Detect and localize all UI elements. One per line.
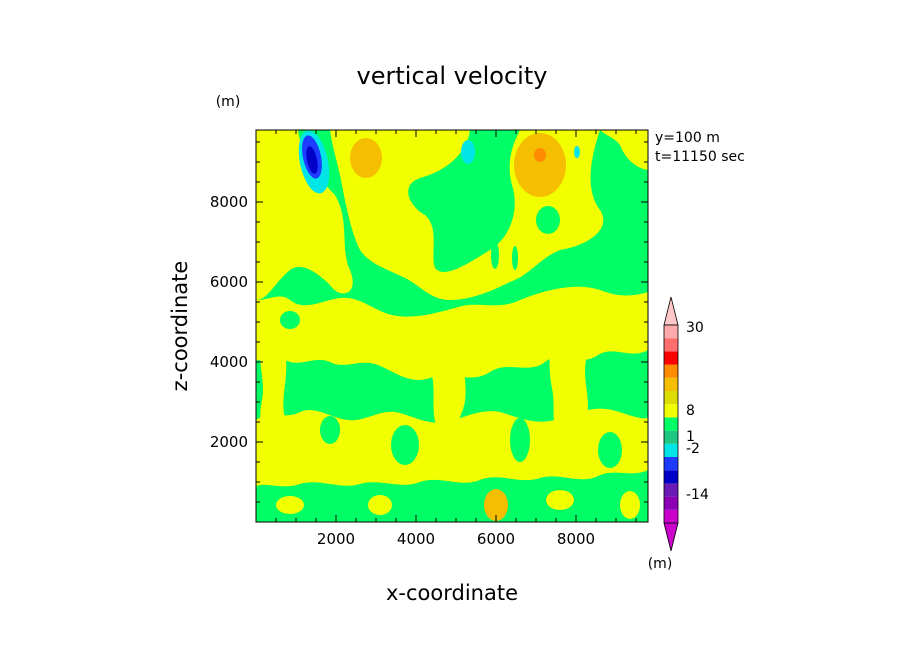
info-line-y: y=100 m [655, 130, 720, 146]
updraft-cell-orange [484, 489, 508, 521]
colorbar-label-minus-2: -2 [686, 441, 700, 457]
green-island [320, 416, 340, 444]
colorbar-segment [664, 496, 678, 510]
updraft-core-dark-orange [534, 148, 546, 162]
updraft-cell-orange [514, 133, 566, 197]
downdraft-cell-cyan [574, 146, 580, 158]
colorbar-segment [664, 430, 678, 444]
colorbar-upper-arrow [663, 296, 679, 326]
colorbar-segment [664, 338, 678, 352]
green-island [512, 246, 518, 270]
colorbar-segment [664, 325, 678, 339]
yellow-region-upper-left [256, 130, 353, 300]
green-island [536, 206, 560, 234]
x-axis-ticks: 2000 4000 6000 8000 [275, 130, 637, 548]
yellow-island [368, 495, 392, 515]
y-axis-ticks: 2000 4000 6000 8000 [210, 141, 648, 503]
colorbar-frame [663, 324, 679, 524]
y-axis-label: z-coordinate [168, 261, 192, 392]
yellow-region-upper-right [600, 130, 648, 170]
green-island [391, 425, 419, 465]
colorbar-label-30: 30 [686, 320, 704, 336]
downdraft-core-dark-blue [306, 146, 318, 174]
colorbar-segment [664, 470, 678, 484]
y-tick-label: 8000 [210, 193, 248, 211]
colorbar-segment [664, 509, 678, 523]
green-island [510, 418, 530, 462]
x-tick-label: 6000 [477, 530, 515, 548]
yellow-island [276, 496, 304, 514]
colorbar-label-8: 8 [686, 403, 695, 419]
colorbar-label-minus-14: -14 [686, 487, 709, 503]
green-island [491, 241, 499, 269]
colorbar [663, 296, 679, 552]
colorbar-segment [664, 483, 678, 497]
y-axis-unit-label: (m) [216, 94, 241, 110]
yellow-island [620, 491, 640, 519]
yellow-island [546, 490, 574, 510]
yellow-region-column-mid [430, 319, 466, 434]
yellow-region-column-left [260, 336, 287, 451]
y-tick-label: 6000 [210, 273, 248, 291]
x-tick-label: 2000 [317, 530, 355, 548]
x-tick-label: 8000 [557, 530, 595, 548]
y-tick-label: 4000 [210, 353, 248, 371]
green-island [280, 311, 300, 329]
plot-area [255, 129, 649, 523]
colorbar-segment [664, 351, 678, 365]
chart-title: vertical velocity [357, 62, 548, 90]
x-tick-label: 4000 [397, 530, 435, 548]
yellow-region-lower-band [256, 408, 648, 487]
y-tick-label: 2000 [210, 433, 248, 451]
colorbar-segment [664, 457, 678, 471]
plot-frame [255, 129, 649, 523]
colorbar-label-1: 1 [686, 429, 695, 445]
yellow-region-column-right [549, 327, 588, 445]
green-island [598, 432, 622, 468]
info-line-time: t=11150 sec [655, 149, 745, 165]
updraft-cell-orange [350, 138, 382, 178]
x-axis-label: x-coordinate [386, 581, 518, 605]
colorbar-segment [664, 443, 678, 457]
colorbar-segment [664, 377, 678, 391]
colorbar-unit-label: (m) [648, 556, 673, 572]
colorbar-segment [664, 404, 678, 418]
colorbar-segment [664, 391, 678, 405]
downdraft-cell-cyan [461, 140, 475, 164]
colorbar-segment [664, 364, 678, 378]
colorbar-lower-arrow [663, 522, 679, 552]
colorbar-segment [664, 417, 678, 431]
